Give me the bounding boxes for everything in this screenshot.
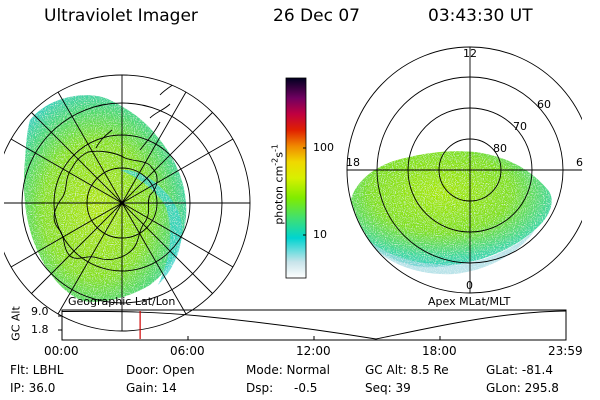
y-tick-1-8: 1.8 bbox=[31, 323, 49, 336]
mlt-label-0: 0 bbox=[466, 279, 473, 292]
glat-status: GLat: -81.4 bbox=[486, 363, 553, 377]
door-status: Door: Open bbox=[126, 363, 195, 377]
date-label: 26 Dec 07 bbox=[273, 6, 360, 26]
colorbar-tick-100: 100 bbox=[313, 141, 334, 154]
right-map-caption: Apex MLat/MLT bbox=[428, 295, 511, 308]
gc-alt-axis-label: GC Alt bbox=[9, 306, 23, 341]
auroral-emission-left bbox=[23, 95, 187, 302]
apex-map bbox=[349, 151, 552, 275]
colorbar-label-exp2: -1 bbox=[270, 144, 280, 152]
colorbar-label: photon cm-2s-1 bbox=[270, 114, 286, 254]
x-tick-0600: 06:00 bbox=[170, 344, 205, 358]
apex-grid bbox=[346, 46, 594, 294]
colorbar-tick-10: 10 bbox=[313, 228, 327, 241]
timeline-frame bbox=[61, 309, 567, 341]
mlat-label-70: 70 bbox=[513, 120, 527, 133]
mlt-label-18: 18 bbox=[346, 156, 360, 169]
y-tick-9: 9.0 bbox=[31, 305, 49, 318]
geographic-grid bbox=[0, 74, 251, 332]
seq-status: Seq: 39 bbox=[365, 381, 411, 395]
x-tick-0000: 00:00 bbox=[44, 344, 79, 358]
glon-status: GLon: 295.8 bbox=[486, 381, 559, 395]
x-tick-1200: 12:00 bbox=[296, 344, 331, 358]
mlt-label-12: 12 bbox=[463, 47, 477, 60]
gc-alt-status: GC Alt: 8.5 Re bbox=[365, 363, 449, 377]
filter-status: Flt: LBHL bbox=[10, 363, 64, 377]
geographic-map bbox=[9, 75, 250, 302]
mode-status: Mode: Normal bbox=[246, 363, 330, 377]
colorbar-label-unit: photon cm bbox=[272, 165, 286, 225]
instrument-title: Ultraviolet Imager bbox=[44, 6, 198, 26]
colorbar-label-s: s bbox=[272, 151, 286, 158]
gc-alt-curve bbox=[61, 310, 567, 340]
x-tick-2359: 23:59 bbox=[548, 344, 583, 358]
mlt-label-6: 6 bbox=[576, 156, 583, 169]
colorbar bbox=[285, 77, 307, 279]
coastline bbox=[53, 150, 158, 261]
auroral-emission-right bbox=[349, 151, 552, 268]
dsp-value: -0.5 bbox=[294, 381, 318, 395]
colorbar-label-exp1: -2 bbox=[270, 157, 280, 166]
ip-status: IP: 36.0 bbox=[10, 381, 56, 395]
gain-status: Gain: 14 bbox=[126, 381, 177, 395]
dsp-status: Dsp: bbox=[246, 381, 274, 395]
mlat-label-80: 80 bbox=[493, 142, 507, 155]
mlat-label-60: 60 bbox=[537, 98, 551, 111]
x-tick-1800: 18:00 bbox=[422, 344, 457, 358]
time-label: 03:43:30 UT bbox=[428, 6, 533, 26]
left-map-caption: Geographic Lat/Lon bbox=[68, 295, 176, 308]
